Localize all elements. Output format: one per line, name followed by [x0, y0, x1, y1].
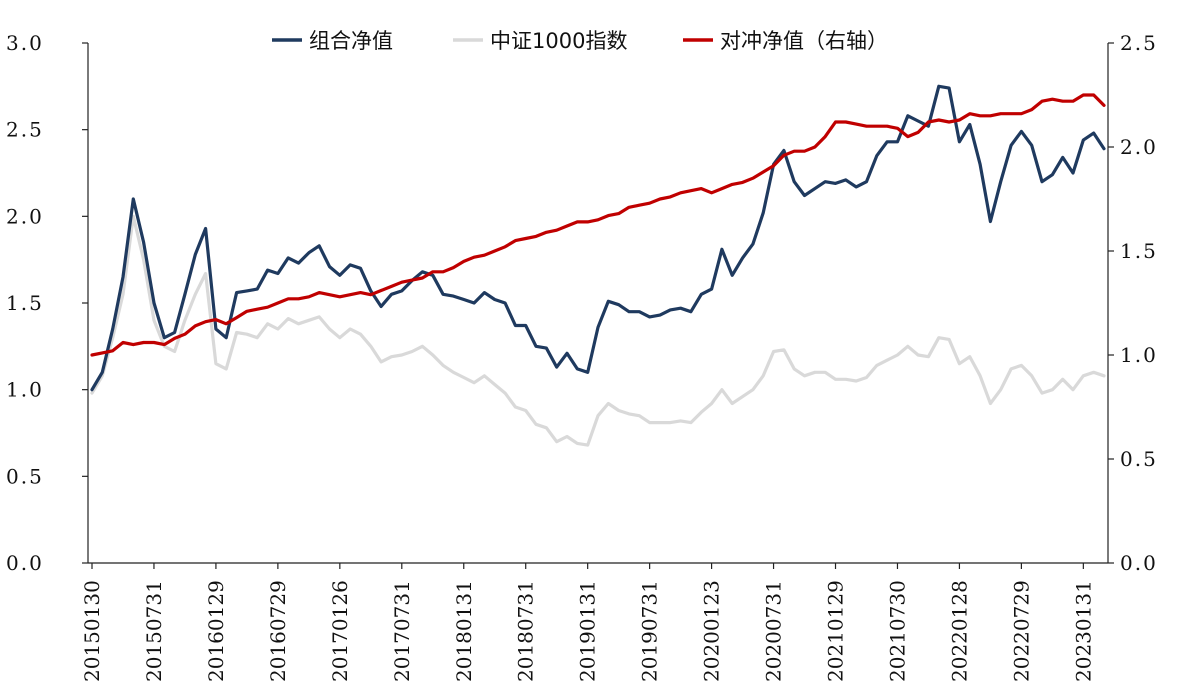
right-axis-tick-label: 2.5	[1120, 31, 1158, 55]
x-axis-tick-label: 20150731	[142, 580, 166, 682]
legend: 组合净值 中证1000指数 对冲净值（右轴）	[272, 29, 888, 53]
x-axis-tick-label: 20170126	[328, 580, 352, 682]
x-axis-tick-label: 20210129	[824, 580, 848, 682]
right-axis-tick-label: 2.0	[1120, 135, 1158, 159]
left-axis-tick-label: 2.5	[6, 118, 44, 142]
x-axis-tick-label: 20180731	[514, 580, 538, 682]
series-layer	[90, 84, 1106, 447]
x-axis-tick-label: 20180131	[452, 580, 476, 682]
right-y-axis: 0.0 0.5 1.0 1.5 2.0 2.5	[1107, 31, 1158, 575]
x-axis-tick-label: 20220128	[947, 580, 971, 682]
left-axis-tick-label: 2.0	[6, 204, 44, 228]
right-axis-tick-label: 0.5	[1120, 447, 1158, 471]
x-axis-tick-label: 20190131	[576, 580, 600, 682]
right-axis-tick-label: 1.5	[1120, 239, 1158, 263]
x-axis-tick-label: 20160129	[204, 580, 228, 682]
left-y-axis: 0.0 0.5 1.0 1.5 2.0 2.5 3.0	[6, 31, 89, 575]
right-axis-tick-label: 1.0	[1120, 343, 1158, 367]
left-axis-tick-label: 1.0	[6, 378, 44, 402]
left-axis-tick-label: 0.0	[6, 551, 44, 575]
x-axis-tick-label: 20200123	[700, 580, 724, 682]
series-line-2	[90, 93, 1106, 357]
x-axis: 20150130 20150731 20160129 20160729 20170126…	[80, 562, 1108, 682]
right-axis-tick-label: 0.0	[1120, 551, 1158, 575]
left-axis-tick-label: 0.5	[6, 464, 44, 488]
left-axis-tick-label: 1.5	[6, 291, 44, 315]
x-axis-tick-label: 20160729	[266, 580, 290, 682]
x-axis-tick-label: 20190731	[638, 580, 662, 682]
x-axis-tick-label: 20150130	[80, 580, 104, 682]
x-axis-tick-label: 20220729	[1009, 580, 1033, 682]
series-line-1	[90, 214, 1106, 447]
x-axis-tick-label: 20230131	[1071, 580, 1095, 682]
left-axis-tick-label: 3.0	[6, 31, 44, 55]
x-axis-tick-label: 20200731	[762, 580, 786, 682]
legend-label: 中证1000指数	[490, 29, 627, 53]
legend-label: 对冲净值（右轴）	[720, 29, 888, 53]
series-line-0	[90, 84, 1106, 392]
x-axis-tick-label: 20170731	[390, 580, 414, 682]
x-axis-tick-label: 20210730	[885, 580, 909, 682]
legend-label: 组合净值	[309, 29, 393, 53]
